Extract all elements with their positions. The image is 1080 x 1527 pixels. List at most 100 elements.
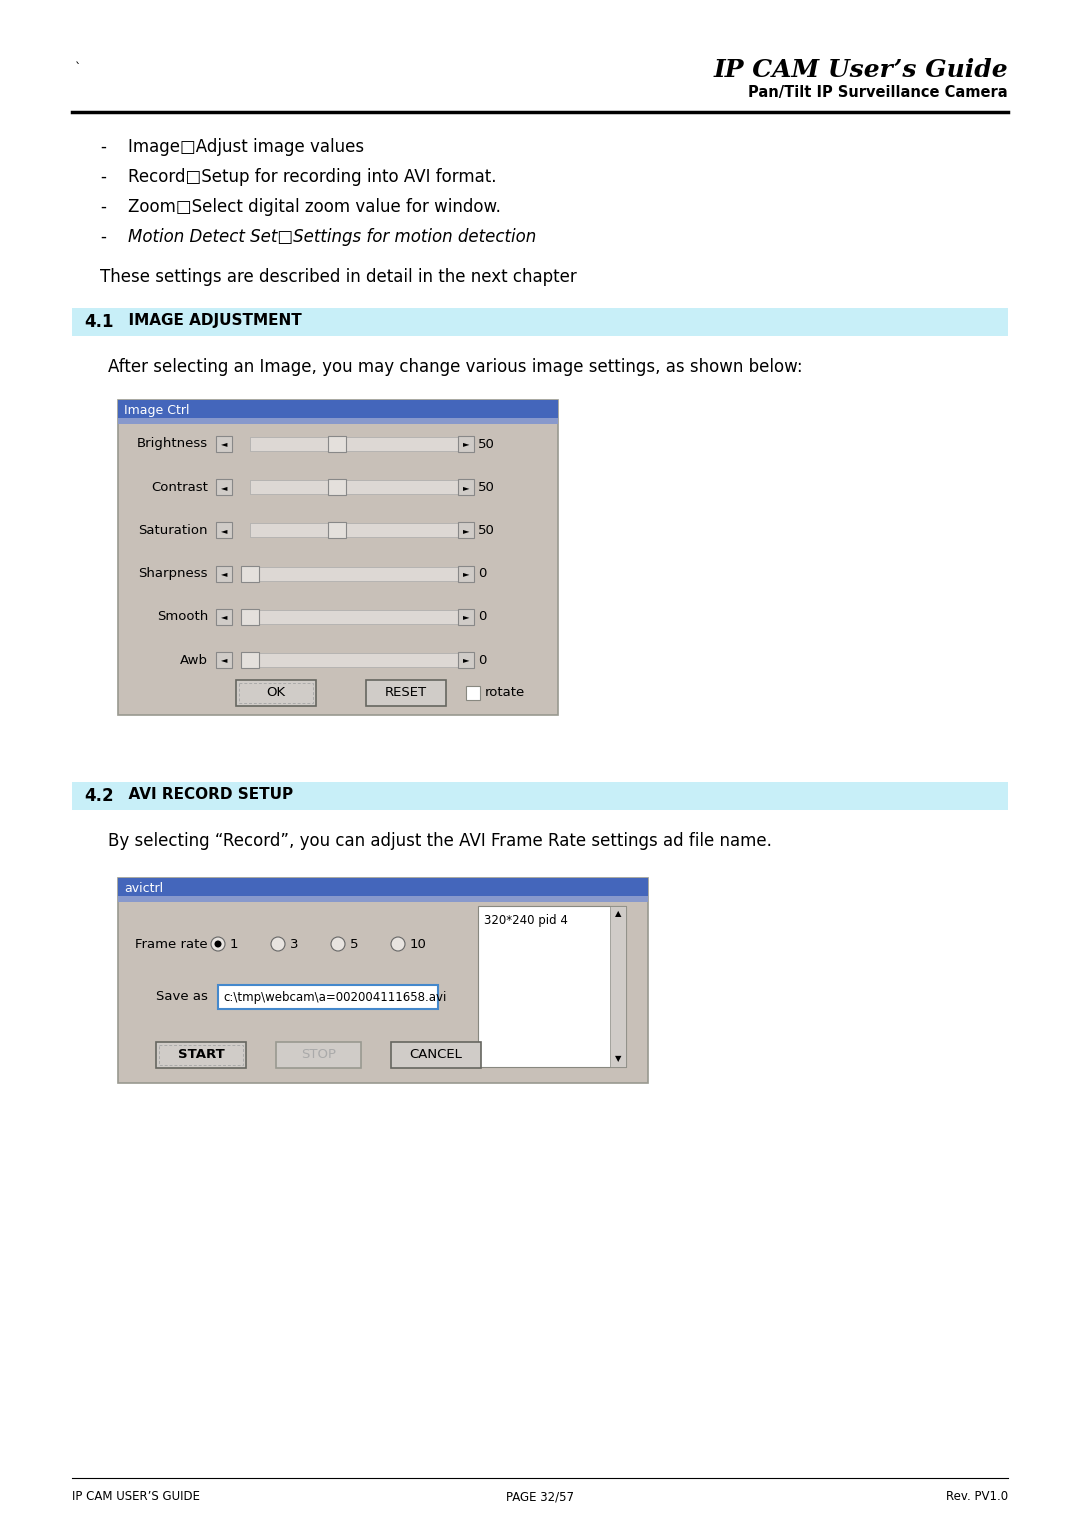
Bar xyxy=(118,878,648,902)
Bar xyxy=(249,567,458,580)
Bar xyxy=(458,565,474,582)
Text: PAGE 32/57: PAGE 32/57 xyxy=(507,1490,573,1503)
Text: Frame rate: Frame rate xyxy=(135,938,208,950)
Bar xyxy=(366,680,446,705)
Text: c:\tmp\webcam\a=002004111658.avi: c:\tmp\webcam\a=002004111658.avi xyxy=(222,991,446,1003)
Circle shape xyxy=(271,938,285,951)
Bar xyxy=(156,1041,246,1067)
Bar xyxy=(478,906,626,1067)
Text: AVI RECORD SETUP: AVI RECORD SETUP xyxy=(118,786,293,802)
Bar xyxy=(241,565,259,582)
Text: ▼: ▼ xyxy=(615,1055,621,1063)
Text: ►: ► xyxy=(462,655,469,664)
Text: -: - xyxy=(100,199,106,215)
Bar xyxy=(216,609,232,625)
Bar xyxy=(458,437,474,452)
Text: 0: 0 xyxy=(478,567,486,580)
Text: Image□Adjust image values: Image□Adjust image values xyxy=(129,137,364,156)
Bar xyxy=(249,524,458,538)
Bar xyxy=(72,782,1008,809)
Bar xyxy=(159,1044,243,1064)
Text: 10: 10 xyxy=(410,938,427,950)
Text: rotate: rotate xyxy=(485,687,525,699)
Text: OK: OK xyxy=(267,687,285,699)
Bar xyxy=(118,896,648,902)
Text: ◄: ◄ xyxy=(220,612,227,621)
Bar xyxy=(458,652,474,667)
Bar xyxy=(118,878,648,1083)
Text: ◄: ◄ xyxy=(220,440,227,449)
Text: ►: ► xyxy=(462,525,469,534)
Bar xyxy=(249,479,458,495)
Bar xyxy=(465,686,480,699)
Circle shape xyxy=(330,938,345,951)
Text: 4.2: 4.2 xyxy=(84,786,113,805)
Text: 0: 0 xyxy=(478,654,486,666)
Bar xyxy=(241,609,259,625)
Text: ◄: ◄ xyxy=(220,483,227,492)
Bar xyxy=(391,1041,481,1067)
Bar xyxy=(458,522,474,539)
Bar xyxy=(216,652,232,667)
Text: Awb: Awb xyxy=(180,654,208,666)
Text: ◄: ◄ xyxy=(220,655,227,664)
Bar xyxy=(249,654,458,667)
Text: Brightness: Brightness xyxy=(137,438,208,450)
Bar xyxy=(237,680,316,705)
Bar xyxy=(241,652,259,667)
Text: ►: ► xyxy=(462,483,469,492)
Text: 50: 50 xyxy=(478,524,495,538)
Bar xyxy=(216,479,232,495)
Bar xyxy=(218,985,438,1009)
Text: Save as: Save as xyxy=(157,991,208,1003)
Text: IP CAM USER’S GUIDE: IP CAM USER’S GUIDE xyxy=(72,1490,200,1503)
Text: Smooth: Smooth xyxy=(157,611,208,623)
Text: STOP: STOP xyxy=(301,1049,336,1061)
Text: Rev. PV1.0: Rev. PV1.0 xyxy=(946,1490,1008,1503)
Bar xyxy=(249,609,458,625)
Text: By selecting “Record”, you can adjust the AVI Frame Rate settings ad file name.: By selecting “Record”, you can adjust th… xyxy=(108,832,772,851)
Text: ▲: ▲ xyxy=(615,910,621,919)
Circle shape xyxy=(215,941,221,947)
Bar xyxy=(239,683,313,702)
Text: IMAGE ADJUSTMENT: IMAGE ADJUSTMENT xyxy=(118,313,301,328)
Text: CANCEL: CANCEL xyxy=(409,1049,462,1061)
Text: 3: 3 xyxy=(291,938,298,950)
Text: avictrl: avictrl xyxy=(124,883,163,895)
Bar xyxy=(216,437,232,452)
Text: ◄: ◄ xyxy=(220,525,227,534)
Bar xyxy=(118,400,558,425)
Text: -: - xyxy=(100,228,106,246)
Text: 50: 50 xyxy=(478,438,495,450)
Text: ►: ► xyxy=(462,612,469,621)
Text: ►: ► xyxy=(462,570,469,579)
Text: -: - xyxy=(100,168,106,186)
Bar xyxy=(216,522,232,539)
Bar xyxy=(328,479,347,495)
Bar xyxy=(328,437,347,452)
Text: Contrast: Contrast xyxy=(151,481,208,493)
Text: ◄: ◄ xyxy=(220,570,227,579)
Bar xyxy=(276,1041,361,1067)
Text: START: START xyxy=(177,1049,225,1061)
Circle shape xyxy=(391,938,405,951)
Text: 50: 50 xyxy=(478,481,495,493)
Text: After selecting an Image, you may change various image settings, as shown below:: After selecting an Image, you may change… xyxy=(108,357,802,376)
Text: 0: 0 xyxy=(478,611,486,623)
Text: `: ` xyxy=(75,63,81,75)
Bar xyxy=(458,479,474,495)
Text: 1: 1 xyxy=(230,938,239,950)
Text: These settings are described in detail in the next chapter: These settings are described in detail i… xyxy=(100,269,577,286)
Text: Image Ctrl: Image Ctrl xyxy=(124,405,189,417)
Text: Record□Setup for recording into AVI format.: Record□Setup for recording into AVI form… xyxy=(129,168,497,186)
Bar xyxy=(610,906,626,1067)
Text: ►: ► xyxy=(462,440,469,449)
Text: 4.1: 4.1 xyxy=(84,313,113,331)
Bar xyxy=(72,308,1008,336)
Circle shape xyxy=(211,938,225,951)
Bar xyxy=(249,437,458,450)
Text: 320*240 pid 4: 320*240 pid 4 xyxy=(484,915,568,927)
Text: Zoom□Select digital zoom value for window.: Zoom□Select digital zoom value for windo… xyxy=(129,199,501,215)
Text: Sharpness: Sharpness xyxy=(138,567,208,580)
Text: -: - xyxy=(100,137,106,156)
